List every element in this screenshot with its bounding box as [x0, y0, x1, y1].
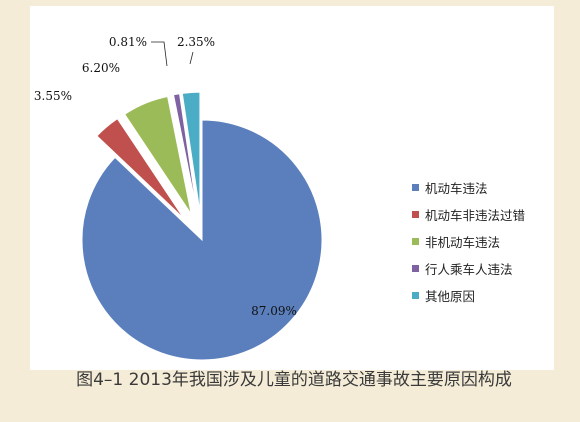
legend-label: 机动车违法 [425, 181, 488, 196]
pie-slice [181, 91, 201, 213]
legend-label: 非机动车违法 [425, 235, 501, 250]
figure-caption: 图4–1 2013年我国涉及儿童的道路交通事故主要原因构成 [76, 370, 512, 390]
pie-slice [124, 95, 192, 215]
leader-line [189, 51, 194, 65]
legend-swatch [412, 265, 419, 272]
legend-item: 机动车非违法过错 [412, 201, 525, 228]
slice-label: 87.09% [251, 304, 297, 318]
pie-slice [96, 118, 185, 219]
pie-chart: 87.09% 3.55% 6.20% 0.81% 2.35% [34, 35, 323, 361]
legend-label: 其他原因 [425, 289, 476, 304]
chart-area: 87.09% 3.55% 6.20% 0.81% 2.35% 机动车违法 机动车非违法过… [30, 6, 554, 370]
legend-swatch [412, 211, 419, 218]
leader-line [151, 41, 168, 67]
legend-label: 机动车非违法过错 [425, 208, 526, 223]
slice-label: 3.55% [34, 89, 72, 103]
legend-item: 非机动车违法 [412, 228, 525, 255]
pie-slice [172, 93, 198, 213]
legend-swatch [412, 184, 419, 191]
legend-item: 行人乘车人违法 [412, 255, 525, 282]
slice-label: 6.20% [82, 61, 120, 75]
legend-swatch [412, 238, 419, 245]
legend-item: 机动车违法 [412, 174, 525, 201]
legend: 机动车违法 机动车非违法过错 非机动车违法 行人乘车人违法 其他原因 [412, 174, 525, 309]
slice-label: 2.35% [177, 35, 215, 49]
legend-label: 行人乘车人违法 [425, 262, 513, 277]
legend-item: 其他原因 [412, 282, 525, 309]
legend-swatch [412, 292, 419, 299]
slice-label: 0.81% [109, 35, 147, 49]
pie-slice [81, 119, 323, 361]
